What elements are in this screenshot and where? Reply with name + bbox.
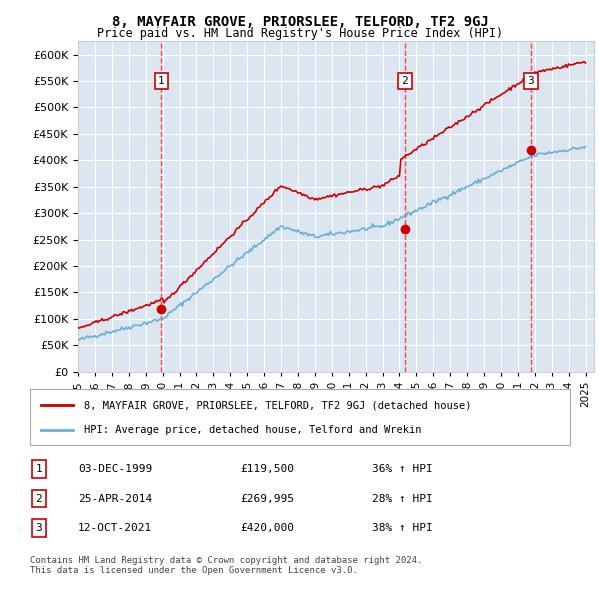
- Text: Contains HM Land Registry data © Crown copyright and database right 2024.
This d: Contains HM Land Registry data © Crown c…: [30, 556, 422, 575]
- Text: HPI: Average price, detached house, Telford and Wrekin: HPI: Average price, detached house, Telf…: [84, 425, 421, 435]
- Text: £269,995: £269,995: [240, 494, 294, 503]
- Text: 12-OCT-2021: 12-OCT-2021: [78, 523, 152, 533]
- Text: £119,500: £119,500: [240, 464, 294, 474]
- Text: 38% ↑ HPI: 38% ↑ HPI: [372, 523, 433, 533]
- Text: 3: 3: [527, 76, 535, 86]
- Text: 28% ↑ HPI: 28% ↑ HPI: [372, 494, 433, 503]
- Text: 36% ↑ HPI: 36% ↑ HPI: [372, 464, 433, 474]
- Text: 1: 1: [35, 464, 43, 474]
- Text: 8, MAYFAIR GROVE, PRIORSLEE, TELFORD, TF2 9GJ (detached house): 8, MAYFAIR GROVE, PRIORSLEE, TELFORD, TF…: [84, 400, 472, 410]
- Text: 8, MAYFAIR GROVE, PRIORSLEE, TELFORD, TF2 9GJ: 8, MAYFAIR GROVE, PRIORSLEE, TELFORD, TF…: [112, 15, 488, 29]
- Text: 2: 2: [35, 494, 43, 503]
- Text: 3: 3: [35, 523, 43, 533]
- Text: 25-APR-2014: 25-APR-2014: [78, 494, 152, 503]
- Text: 1: 1: [158, 76, 164, 86]
- Text: 03-DEC-1999: 03-DEC-1999: [78, 464, 152, 474]
- Text: £420,000: £420,000: [240, 523, 294, 533]
- Text: 2: 2: [401, 76, 408, 86]
- Text: Price paid vs. HM Land Registry's House Price Index (HPI): Price paid vs. HM Land Registry's House …: [97, 27, 503, 40]
